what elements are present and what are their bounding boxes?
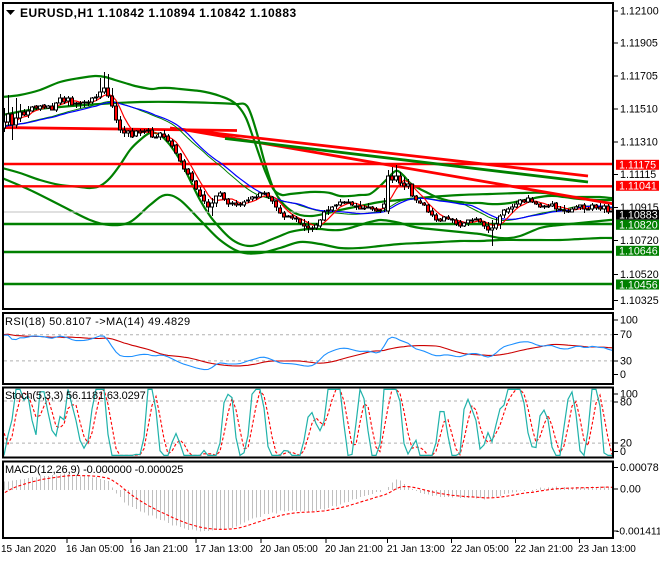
svg-text:80: 80 — [620, 397, 632, 409]
svg-text:22 Jan 05:00: 22 Jan 05:00 — [451, 544, 509, 555]
svg-text:1.10646: 1.10646 — [619, 246, 658, 258]
svg-text:Stoch(5,3,3) 56.1181 63.0297: Stoch(5,3,3) 56.1181 63.0297 — [5, 390, 146, 402]
svg-text:RSI(18) 50.8107 ->MA(14) 49.4: RSI(18) 50.8107 ->MA(14) 49.4829 — [5, 316, 191, 328]
svg-text:1.11175: 1.11175 — [619, 160, 656, 172]
svg-text:EURUSD,H1 1.10842 1.10894 1.1: EURUSD,H1 1.10842 1.10894 1.10842 1.1088… — [20, 6, 297, 20]
svg-text:17 Jan 13:00: 17 Jan 13:00 — [195, 544, 253, 555]
svg-text:-0.001411: -0.001411 — [616, 527, 660, 538]
svg-text:1.11510: 1.11510 — [620, 104, 658, 116]
svg-text:1.11905: 1.11905 — [620, 38, 658, 50]
svg-text:MACD(12,26,9) -0.000000 -0.000: MACD(12,26,9) -0.000000 -0.000025 — [5, 464, 183, 476]
svg-text:20: 20 — [620, 438, 632, 450]
svg-text:0: 0 — [620, 369, 626, 381]
svg-text:1.11115: 1.11115 — [620, 169, 656, 181]
svg-text:1.10520: 1.10520 — [620, 269, 659, 281]
svg-text:15 Jan 2020: 15 Jan 2020 — [1, 544, 56, 555]
svg-text:21 Jan 13:00: 21 Jan 13:00 — [387, 544, 445, 555]
svg-text:22 Jan 21:00: 22 Jan 21:00 — [515, 544, 573, 555]
svg-text:30: 30 — [620, 355, 632, 367]
svg-text:20 Jan 05:00: 20 Jan 05:00 — [260, 544, 318, 555]
svg-text:1.10883: 1.10883 — [619, 210, 658, 222]
svg-text:100: 100 — [620, 315, 638, 327]
svg-text:1.10325: 1.10325 — [620, 295, 659, 307]
svg-text:23 Jan 13:00: 23 Jan 13:00 — [578, 544, 636, 555]
svg-text:1.11705: 1.11705 — [620, 71, 658, 83]
svg-text:1.11041: 1.11041 — [619, 181, 657, 193]
svg-text:1.11310: 1.11310 — [620, 137, 658, 149]
svg-text:16 Jan 21:00: 16 Jan 21:00 — [130, 544, 188, 555]
svg-text:20 Jan 21:00: 20 Jan 21:00 — [325, 544, 383, 555]
svg-text:1.10456: 1.10456 — [619, 279, 658, 291]
svg-text:0.00: 0.00 — [620, 483, 641, 495]
svg-text:70: 70 — [620, 329, 632, 341]
svg-text:0.00078: 0.00078 — [620, 462, 659, 474]
svg-text:100: 100 — [620, 388, 638, 400]
svg-text:1.10820: 1.10820 — [619, 220, 658, 232]
svg-text:16 Jan 05:00: 16 Jan 05:00 — [66, 544, 124, 555]
svg-text:1.12100: 1.12100 — [620, 5, 659, 17]
svg-text:0: 0 — [620, 446, 626, 458]
svg-text:1.10720: 1.10720 — [620, 235, 659, 247]
